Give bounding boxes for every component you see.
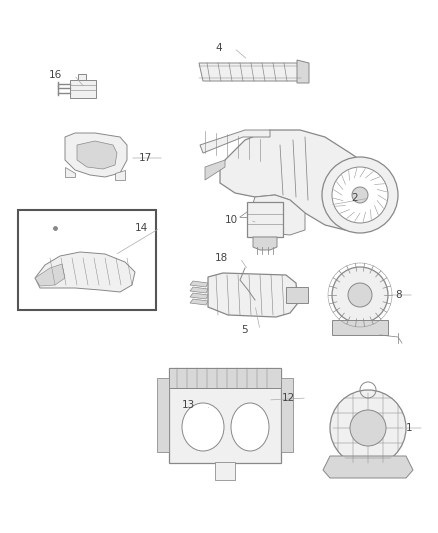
Text: 2: 2 [351,193,358,203]
Polygon shape [250,195,305,235]
Polygon shape [297,60,309,83]
Text: 12: 12 [282,393,295,403]
Polygon shape [281,378,293,452]
Circle shape [322,157,398,233]
Polygon shape [215,462,235,480]
Polygon shape [35,252,135,292]
Polygon shape [200,130,270,153]
Text: 10: 10 [225,215,238,225]
Bar [169,368,281,388]
Ellipse shape [231,403,269,451]
Polygon shape [208,273,298,317]
Polygon shape [199,63,303,81]
Polygon shape [65,133,127,177]
Polygon shape [253,237,277,250]
Polygon shape [190,281,208,287]
Circle shape [350,410,386,446]
Polygon shape [190,287,208,293]
Text: 4: 4 [215,43,222,53]
Polygon shape [205,160,225,180]
Text: 18: 18 [215,253,228,263]
Circle shape [330,390,406,466]
Circle shape [332,167,388,223]
Polygon shape [77,141,117,169]
Text: 8: 8 [396,290,402,300]
Text: 14: 14 [135,223,148,233]
Polygon shape [70,80,96,98]
Text: 13: 13 [182,400,195,410]
Text: 17: 17 [139,153,152,163]
Polygon shape [78,74,86,80]
Polygon shape [35,264,65,286]
Polygon shape [115,170,125,180]
Circle shape [332,267,388,323]
Text: 1: 1 [406,423,412,433]
Bar [18,210,156,310]
Circle shape [348,283,372,307]
Polygon shape [190,299,208,305]
Bar [169,368,281,463]
Circle shape [352,187,368,203]
Polygon shape [286,287,308,303]
Polygon shape [332,320,388,335]
Polygon shape [323,456,413,478]
Polygon shape [220,130,385,230]
Text: 16: 16 [49,70,62,80]
Text: 5: 5 [241,325,248,335]
Polygon shape [190,293,208,299]
Polygon shape [157,378,169,452]
Polygon shape [247,202,283,237]
Ellipse shape [182,403,224,451]
Polygon shape [65,167,75,177]
